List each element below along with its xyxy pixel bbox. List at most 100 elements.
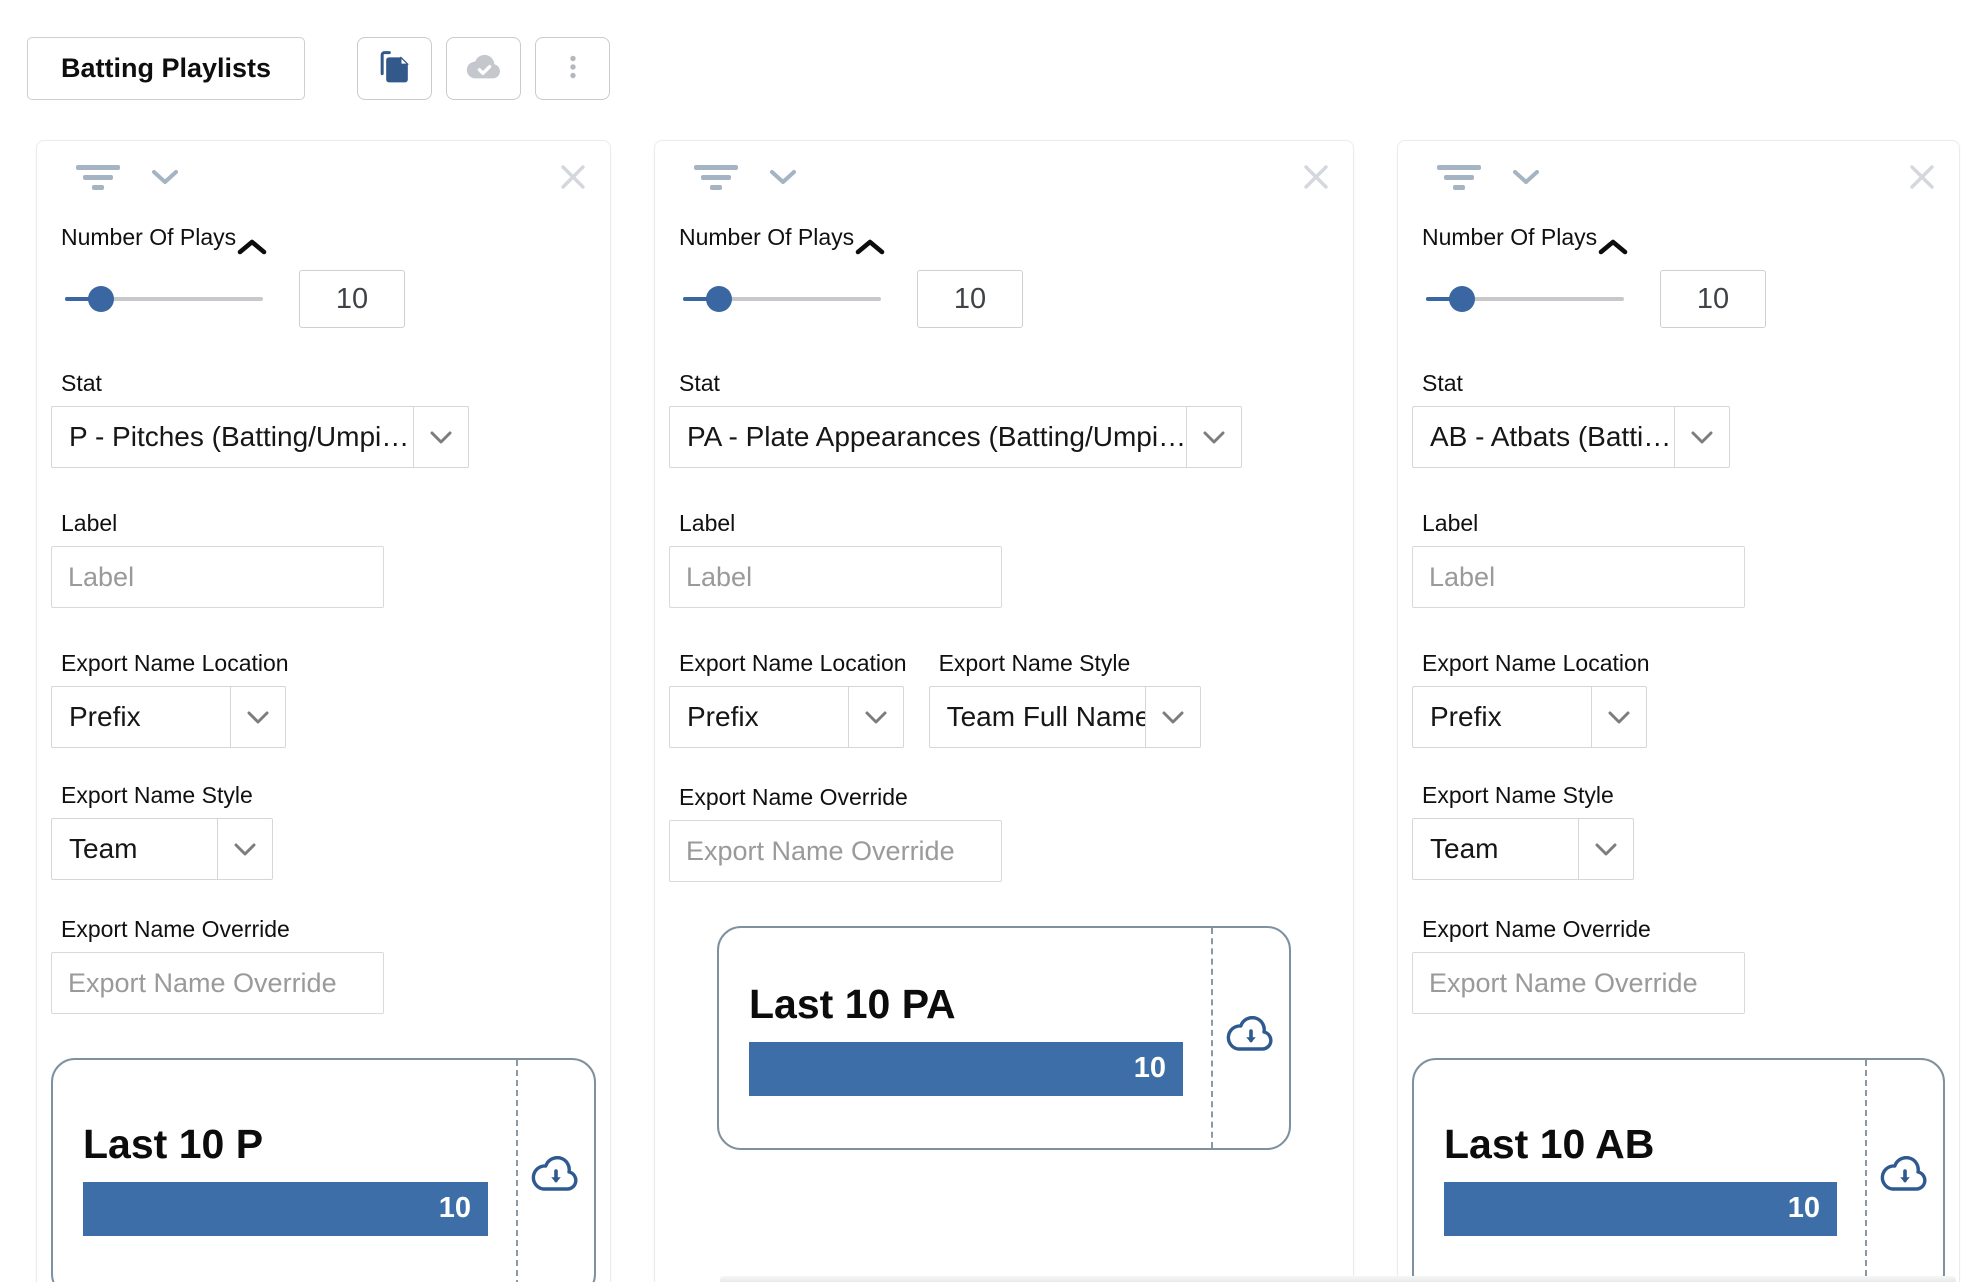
export-name-style-value: Team	[69, 833, 138, 864]
export-name-override-input[interactable]	[669, 820, 1002, 882]
plays-value-input[interactable]	[917, 270, 1023, 328]
more-options-button[interactable]	[535, 37, 610, 100]
export-name-location-select[interactable]: Prefix	[669, 686, 904, 748]
filter-icon[interactable]	[1436, 162, 1482, 192]
stat-select-value: P - Pitches (Batting/Umpi…	[69, 421, 410, 452]
label-input[interactable]	[51, 546, 384, 608]
export-name-location-label: Export Name Location	[61, 650, 289, 676]
more-vertical-icon	[556, 50, 590, 87]
close-icon[interactable]	[1907, 162, 1937, 192]
cloud-download-icon	[1879, 1155, 1931, 1201]
playlist-preview-card[interactable]: Last 10 PA 10	[717, 926, 1291, 1150]
preview-title: Last 10 PA	[749, 980, 956, 1027]
export-name-location-select[interactable]: Prefix	[51, 686, 286, 748]
export-name-style-value: Team	[1430, 833, 1499, 864]
select-chevron-icon	[1591, 687, 1646, 747]
bottom-edge-shadow	[720, 1276, 1956, 1282]
select-chevron-icon	[848, 687, 903, 747]
number-of-plays-label: Number Of Plays	[61, 224, 237, 250]
select-chevron-icon	[1186, 407, 1241, 467]
copy-button[interactable]	[357, 37, 432, 100]
select-chevron-icon	[230, 687, 285, 747]
plays-slider[interactable]	[1426, 286, 1624, 312]
export-name-style-value: Team Full Name	[946, 701, 1145, 732]
playlist-preview-card[interactable]: Last 10 P 10	[51, 1058, 596, 1282]
copy-icon	[375, 47, 415, 90]
export-name-override-label: Export Name Override	[1422, 916, 1651, 942]
slider-thumb[interactable]	[706, 286, 732, 312]
cloud-download-icon	[1225, 1015, 1277, 1061]
plays-slider[interactable]	[683, 286, 881, 312]
stat-select-value: AB - Atbats (Batti…	[1430, 421, 1672, 452]
select-chevron-icon	[217, 819, 272, 879]
filter-icon[interactable]	[693, 162, 739, 192]
export-name-location-label: Export Name Location	[679, 650, 907, 676]
preview-bar: 10	[83, 1181, 488, 1236]
select-chevron-icon	[1144, 687, 1200, 747]
close-icon[interactable]	[1301, 162, 1331, 192]
plays-value-input[interactable]	[1660, 270, 1766, 328]
cloud-download-button[interactable]	[1211, 928, 1289, 1148]
preview-bar-value: 10	[1787, 1192, 1820, 1224]
label-label: Label	[1422, 510, 1479, 536]
export-name-style-select[interactable]: Team Full Name	[928, 686, 1201, 748]
export-name-location-select[interactable]: Prefix	[1412, 686, 1647, 748]
export-name-location-value: Prefix	[69, 701, 141, 732]
plays-value-input[interactable]	[299, 270, 405, 328]
chevron-up-icon[interactable]	[854, 238, 886, 256]
export-name-style-select[interactable]: Team	[1412, 818, 1634, 880]
export-name-location-label: Export Name Location	[1422, 650, 1650, 676]
export-name-style-label: Export Name Style	[1422, 782, 1614, 808]
stat-select-value: PA - Plate Appearances (Batting/Umpi…	[687, 421, 1186, 452]
label-input[interactable]	[1412, 546, 1745, 608]
export-name-override-input[interactable]	[1412, 952, 1745, 1014]
chevron-up-icon[interactable]	[1597, 238, 1629, 256]
cloud-download-button[interactable]	[516, 1060, 594, 1282]
cloud-download-button[interactable]	[1865, 1060, 1943, 1282]
cloud-sync-button[interactable]	[446, 37, 521, 100]
chevron-down-icon[interactable]	[769, 169, 797, 185]
stat-select[interactable]: P - Pitches (Batting/Umpi…	[51, 406, 469, 468]
close-icon[interactable]	[558, 162, 588, 192]
export-name-override-label: Export Name Override	[679, 784, 908, 810]
select-chevron-icon	[1578, 819, 1633, 879]
select-chevron-icon	[1674, 407, 1729, 467]
cloud-download-icon	[530, 1155, 582, 1201]
export-name-override-label: Export Name Override	[61, 916, 290, 942]
preview-bar: 10	[1444, 1181, 1837, 1236]
preview-title: Last 10 P	[83, 1120, 264, 1167]
plays-slider[interactable]	[65, 286, 263, 312]
playlist-card-3: Number Of Plays Stat AB - Atbats (Batti…	[1397, 140, 1960, 1282]
slider-thumb[interactable]	[88, 286, 114, 312]
export-name-location-value: Prefix	[687, 701, 759, 732]
playlist-preview-card[interactable]: Last 10 AB 10	[1412, 1058, 1945, 1282]
preview-title: Last 10 AB	[1444, 1120, 1655, 1167]
export-name-style-select[interactable]: Team	[51, 818, 273, 880]
playlist-title: Batting Playlists	[60, 53, 272, 83]
preview-bar: 10	[749, 1041, 1183, 1096]
label-input[interactable]	[669, 546, 1002, 608]
export-name-style-label: Export Name Style	[61, 782, 253, 808]
label-label: Label	[679, 510, 736, 536]
stat-label: Stat	[679, 370, 720, 396]
preview-bar-value: 10	[1133, 1052, 1166, 1084]
stat-label: Stat	[1422, 370, 1463, 396]
cloud-check-icon	[463, 46, 505, 91]
slider-thumb[interactable]	[1449, 286, 1475, 312]
playlist-card-2: Number Of Plays Stat PA - Plate Appearan…	[654, 140, 1354, 1282]
stat-select[interactable]: AB - Atbats (Batti…	[1412, 406, 1730, 468]
number-of-plays-label: Number Of Plays	[1422, 224, 1598, 250]
playlist-card-1: Number Of Plays Stat P - Pitches (Battin…	[36, 140, 611, 1282]
playlist-title-box[interactable]: Batting Playlists	[27, 37, 305, 100]
filter-icon[interactable]	[75, 162, 121, 192]
select-chevron-icon	[413, 407, 468, 467]
number-of-plays-label: Number Of Plays	[679, 224, 855, 250]
label-label: Label	[61, 510, 118, 536]
chevron-down-icon[interactable]	[151, 169, 179, 185]
export-name-style-label: Export Name Style	[938, 650, 1131, 676]
playlist-cards-row: Number Of Plays Stat P - Pitches (Battin…	[0, 100, 1986, 1282]
chevron-up-icon[interactable]	[236, 238, 268, 256]
stat-select[interactable]: PA - Plate Appearances (Batting/Umpi…	[669, 406, 1242, 468]
chevron-down-icon[interactable]	[1512, 169, 1540, 185]
export-name-override-input[interactable]	[51, 952, 384, 1014]
